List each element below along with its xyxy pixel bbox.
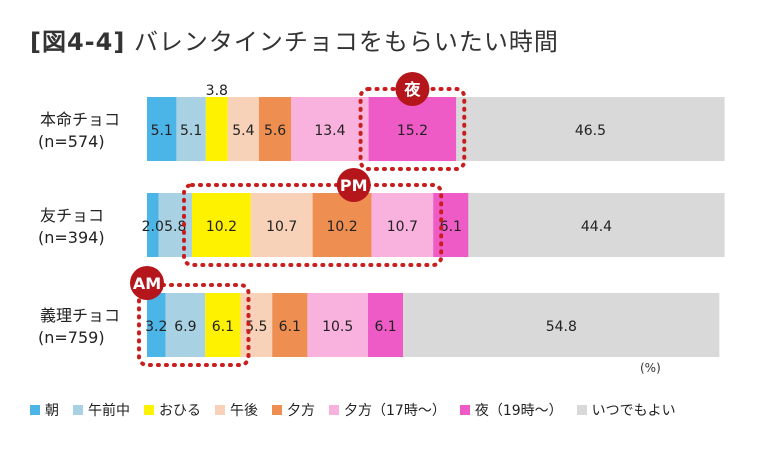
data-label: 2.0: [142, 219, 164, 235]
bar-segment: [176, 97, 206, 161]
bar-segment: [456, 97, 725, 161]
legend-label: 夕方（17時〜）: [344, 403, 446, 419]
category-label: 友チョコ: [40, 206, 104, 225]
data-label: 15.2: [397, 123, 428, 139]
stacked-bar-chart: 本命チョコ (n=574) 友チョコ (n=394) 義理チョコ (n=759) 5.1 5.…: [38, 72, 725, 367]
legend-swatch: [73, 405, 83, 415]
category-label: 義理チョコ: [40, 306, 120, 325]
bar-segment: [291, 97, 369, 161]
data-label: 10.2: [206, 219, 237, 235]
bar-segment: [205, 97, 228, 161]
data-label: 6.1: [279, 319, 301, 335]
data-label: 10.5: [322, 319, 353, 335]
bar-segment: [147, 193, 159, 257]
bar-segment: [371, 193, 434, 257]
bar-segment: [312, 193, 372, 257]
legend-swatch: [215, 405, 225, 415]
bar-segment: [227, 97, 259, 161]
data-label: 5.8: [164, 219, 186, 235]
title-text: バレンタインチョコをもらいたい時間: [133, 28, 559, 56]
legend-label: 午前中: [88, 403, 130, 419]
legend-item: 夕方（17時〜）: [329, 400, 446, 420]
bar-segment: [192, 193, 251, 257]
legend-label: おひる: [159, 403, 201, 419]
legend-label: 夕方: [287, 403, 315, 419]
legend-item: いつでもよい: [576, 400, 676, 420]
legend-swatch: [329, 405, 339, 415]
legend-swatch: [30, 405, 40, 415]
data-label: 5.1: [180, 123, 202, 139]
data-label: 5.1: [151, 123, 173, 139]
bar-segment: [468, 193, 725, 257]
highlight-badge: [336, 168, 371, 202]
data-label: 10.7: [266, 219, 297, 235]
legend-item: 夜（19時〜）: [459, 400, 563, 420]
data-label: 5.5: [245, 319, 267, 335]
data-label: 6.1: [440, 219, 462, 235]
highlight-badge-label: PM: [340, 176, 368, 195]
data-label: 10.2: [326, 219, 357, 235]
legend-item: 朝: [30, 400, 59, 420]
legend-label: 朝: [45, 403, 59, 419]
category-label: 本命チョコ: [40, 110, 120, 129]
legend-label: 午後: [230, 403, 258, 419]
bar-segment: [147, 97, 177, 161]
data-label: 46.5: [575, 123, 606, 139]
data-label: 6.1: [212, 319, 234, 335]
legend-swatch: [576, 405, 587, 415]
legend-item: おひる: [144, 400, 201, 420]
bar-segment: [307, 293, 368, 357]
legend-swatch: [144, 405, 154, 415]
bar-segment: [368, 97, 457, 161]
bar-segment: [250, 193, 313, 257]
legend-item: 午後: [215, 400, 258, 420]
highlight-badge-label: AM: [133, 274, 161, 293]
legend-swatch: [272, 405, 282, 415]
bar-segment: [433, 193, 469, 257]
bar-segment: [165, 293, 206, 357]
data-label: 10.7: [387, 219, 418, 235]
legend-label: 夜（19時〜）: [474, 403, 563, 419]
bar-segment: [258, 97, 292, 161]
legend-item: 午前中: [73, 400, 130, 420]
highlight-badge: [395, 72, 430, 106]
bar-segment: [147, 293, 166, 357]
highlight-badge-label: 夜: [403, 80, 421, 99]
data-label: 13.4: [314, 123, 345, 139]
highlight-badge: [130, 266, 164, 300]
highlight-box: [137, 283, 251, 367]
legend-swatch: [459, 405, 470, 415]
data-label: 6.1: [374, 319, 396, 335]
category-n-label: (n=394): [38, 228, 105, 247]
data-label: 3.8: [206, 83, 228, 99]
category-n-label: (n=574): [38, 132, 105, 151]
figure-number: [図4-4]: [30, 28, 126, 56]
data-label: 5.4: [232, 123, 254, 139]
bar-segment: [240, 293, 273, 357]
legend: 朝 午前中 おひる 午後 夕方 夕方（17時〜） 夜（19時〜） いつでもよい: [30, 400, 676, 420]
unit-label: (%): [640, 361, 661, 375]
legend-label: いつでもよい: [591, 403, 676, 419]
legend-item: 夕方: [272, 400, 315, 420]
data-label: 3.2: [145, 319, 167, 335]
category-n-label: (n=759): [38, 328, 105, 347]
bar-segment: [403, 293, 720, 357]
bar-segment: [158, 193, 193, 257]
bar-segment: [205, 293, 241, 357]
bar-segment: [367, 293, 404, 357]
data-label: 6.9: [174, 319, 196, 335]
data-label: 5.6: [264, 123, 286, 139]
bar-segment: [272, 293, 308, 357]
highlight-box: [182, 183, 444, 267]
data-label: 54.8: [546, 319, 577, 335]
chart-title: [図4-4] バレンタインチョコをもらいたい時間: [30, 22, 559, 57]
data-label: 44.4: [581, 219, 612, 235]
